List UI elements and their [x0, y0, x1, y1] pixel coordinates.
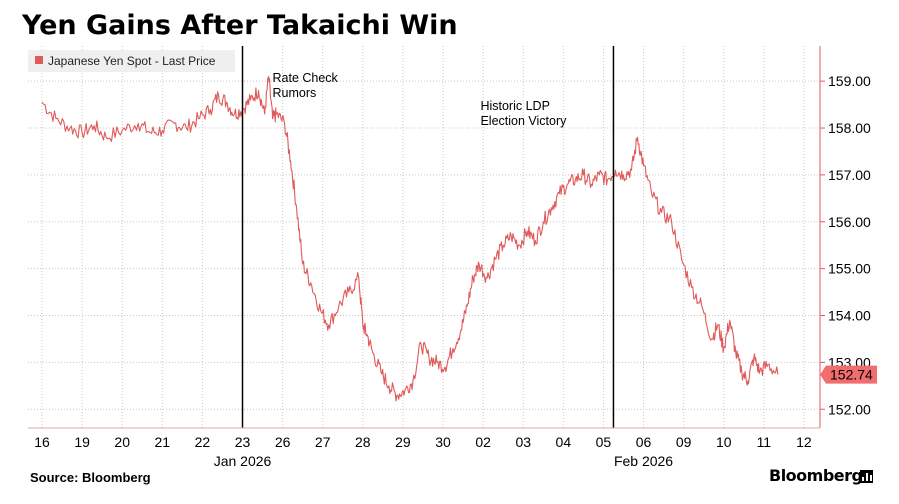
x-tick-label: 03 [515, 434, 531, 450]
annotation-text: Rumors [273, 86, 317, 100]
y-tick-label: 155.00 [828, 261, 871, 277]
axis-layer: 152.00153.00154.00155.00156.00157.00158.… [28, 46, 877, 469]
last-price-tag [820, 365, 877, 384]
x-tick-label: 04 [556, 434, 572, 450]
grid-lines [28, 46, 820, 428]
x-tick-label: 16 [34, 434, 50, 450]
y-tick-label: 156.00 [828, 214, 871, 230]
y-tick-label: 152.00 [828, 401, 871, 417]
x-tick-label: 19 [74, 434, 90, 450]
x-tick-label: 29 [395, 434, 411, 450]
x-tick-label: 28 [355, 434, 371, 450]
annotation-text: Election Victory [480, 114, 567, 128]
annotation-text: Historic LDP [480, 99, 549, 113]
x-tick-label: 21 [155, 434, 171, 450]
y-tick-label: 159.00 [828, 73, 871, 89]
annotation-text: Rate Check [273, 71, 339, 85]
x-tick-label: 20 [114, 434, 130, 450]
x-tick-label: 11 [757, 434, 772, 450]
x-tick-label: 05 [596, 434, 612, 450]
x-tick-label: 27 [315, 434, 331, 450]
source-note: Source: Bloomberg [30, 470, 151, 485]
bloomberg-logo: Bloomberg [769, 466, 863, 485]
legend-box [28, 50, 235, 72]
x-month-label: Jan 2026 [214, 453, 272, 469]
y-tick-label: 154.00 [828, 308, 871, 324]
y-tick-label: 157.00 [828, 167, 871, 183]
legend-swatch [35, 56, 43, 64]
last-price-label: 152.74 [830, 367, 873, 383]
x-tick-label: 12 [796, 434, 812, 450]
series-layer [41, 75, 779, 402]
x-month-label: Feb 2026 [614, 453, 673, 469]
legend-entry: Japanese Yen Spot - Last Price [48, 54, 216, 68]
x-tick-label: 23 [235, 434, 251, 450]
x-tick-label: 30 [435, 434, 451, 450]
x-tick-label: 10 [716, 434, 732, 450]
legend: Japanese Yen Spot - Last Price [28, 50, 235, 72]
x-tick-label: 02 [475, 434, 491, 450]
y-tick-label: 158.00 [828, 120, 871, 136]
chart-title: Yen Gains After Takaichi Win [22, 10, 458, 41]
x-tick-label: 26 [275, 434, 291, 450]
bloomberg-chart-icon [860, 470, 873, 483]
x-tick-label: 06 [636, 434, 652, 450]
series-line-japanese-yen [41, 75, 779, 402]
x-tick-label: 09 [676, 434, 692, 450]
x-tick-label: 22 [195, 434, 211, 450]
